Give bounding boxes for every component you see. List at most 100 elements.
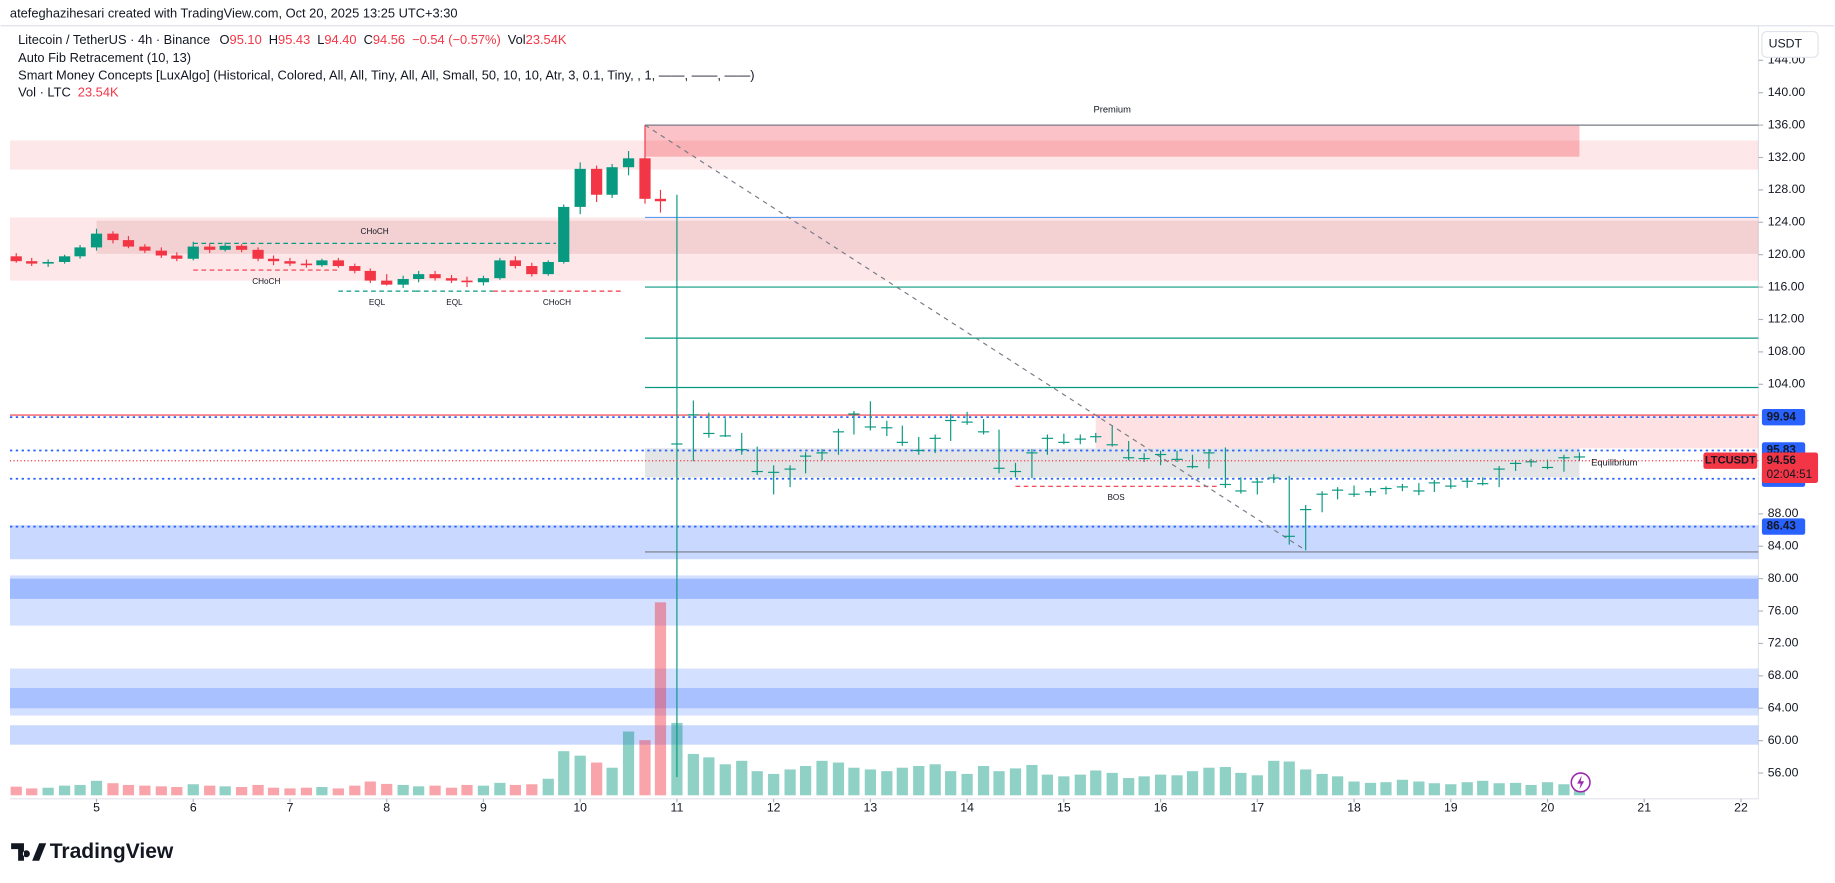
volume-bar	[413, 786, 425, 796]
candle-body	[509, 260, 521, 267]
candle-body	[1445, 485, 1457, 487]
price-badge-label: 86.43	[1767, 520, 1797, 533]
y-tick-label: 104.00	[1768, 377, 1806, 391]
zone	[96, 220, 1759, 254]
structure-label: CHoCH	[252, 277, 280, 286]
volume-bar	[977, 765, 990, 796]
zone	[9, 525, 1759, 560]
candle-body	[1186, 466, 1199, 468]
volume-bar	[848, 767, 860, 796]
y-tick-label: 120.00	[1768, 247, 1806, 261]
volume-bar	[1445, 784, 1457, 796]
volume-bar	[1219, 767, 1232, 796]
candle-body	[381, 280, 393, 285]
candle-body	[477, 278, 490, 283]
candle-body	[848, 413, 860, 415]
volume-bar	[381, 783, 393, 796]
volume-bar	[816, 760, 828, 796]
candle-body	[622, 158, 635, 168]
candle-body	[864, 426, 876, 428]
volume-bar	[1364, 782, 1377, 796]
candle-body	[784, 468, 796, 470]
y-tick-label: 108.00	[1768, 344, 1806, 358]
last-name: LTCUSDT	[1705, 455, 1756, 467]
candle-body	[929, 437, 941, 439]
x-tick-label: 22	[1734, 800, 1748, 814]
vol-value: 23.54K	[526, 32, 567, 47]
candle-body	[993, 467, 1005, 469]
volume-bar	[494, 782, 506, 796]
candle-body	[139, 246, 151, 251]
zone	[9, 578, 1759, 599]
candle-body	[1026, 452, 1038, 454]
volume-bar	[945, 771, 957, 796]
currency[interactable]: USDT	[1769, 37, 1803, 51]
candle-body	[558, 206, 570, 262]
plot-area: Premium Equilibrium CHoCH CHoCH EQL EQL CHoCH B…	[9, 104, 1759, 796]
volume-bar	[1074, 774, 1086, 796]
candle-body	[316, 260, 328, 266]
symbol: Litecoin / TetherUS · 4h · Binance	[18, 32, 210, 47]
y-tick-label: 76.00	[1768, 603, 1799, 617]
x-tick-label: 6	[190, 800, 197, 814]
candle-body	[494, 260, 506, 279]
x-tick-label: 16	[1154, 800, 1168, 814]
currency-box[interactable]	[1761, 30, 1819, 58]
countdown: 02:04:51	[1767, 468, 1813, 481]
ohlc-key: H	[269, 32, 278, 47]
volume-bar	[1493, 783, 1505, 796]
volume-bar	[107, 783, 119, 796]
x-tick-label: 18	[1347, 800, 1361, 814]
volume-bar	[1058, 776, 1070, 796]
candle-body	[1251, 481, 1263, 483]
x-tick-label: 20	[1541, 800, 1555, 814]
price-badge	[1761, 518, 1806, 535]
volume-bar	[74, 784, 86, 796]
volume-bar	[1558, 784, 1570, 796]
volume-bar	[364, 781, 376, 796]
volume-bar	[155, 786, 167, 796]
candle-body	[1573, 456, 1586, 458]
volume-bar	[429, 785, 441, 796]
volume-bar	[896, 767, 908, 796]
volume-bar	[1106, 772, 1118, 796]
ohlc-key: O	[220, 32, 230, 47]
candle-body	[671, 443, 683, 445]
volume-bar	[90, 780, 103, 796]
volume-bar	[397, 784, 409, 796]
candle-body	[1316, 493, 1328, 495]
zone	[9, 668, 1759, 716]
volume-bar	[1380, 782, 1392, 796]
zone	[644, 448, 1580, 478]
volume-bar	[542, 778, 554, 796]
volume-bar	[1203, 767, 1215, 796]
candle-body	[445, 278, 458, 281]
lightning-icon[interactable]	[1570, 772, 1591, 793]
volume-bar	[591, 762, 603, 796]
volume-bar	[654, 602, 667, 796]
candle-body	[171, 255, 183, 259]
candle-body	[1525, 461, 1537, 463]
x-tick-label: 17	[1250, 800, 1264, 814]
candle-body	[1041, 437, 1054, 439]
candle-body	[896, 441, 908, 443]
candle-body	[913, 449, 925, 452]
candle-body	[1558, 457, 1570, 459]
structure-label: BOS	[1107, 493, 1125, 502]
y-tick-label: 128.00	[1768, 182, 1806, 196]
y-tick-label: 68.00	[1768, 668, 1799, 682]
candle-body	[881, 427, 893, 429]
brand: TradingView	[50, 840, 174, 863]
x-tick-label: 10	[573, 800, 587, 814]
volume-bar	[913, 765, 925, 796]
vol-title: Vol · LTC	[18, 85, 71, 100]
candle-body	[155, 250, 167, 256]
candle-body	[364, 270, 376, 281]
volume-bar	[784, 769, 796, 796]
candle-body	[654, 198, 667, 202]
candle-body	[526, 266, 538, 275]
y-tick-label: 132.00	[1768, 150, 1806, 164]
volume-bar	[1525, 784, 1537, 796]
volume-bar	[461, 784, 473, 796]
volume-bar	[719, 764, 731, 796]
